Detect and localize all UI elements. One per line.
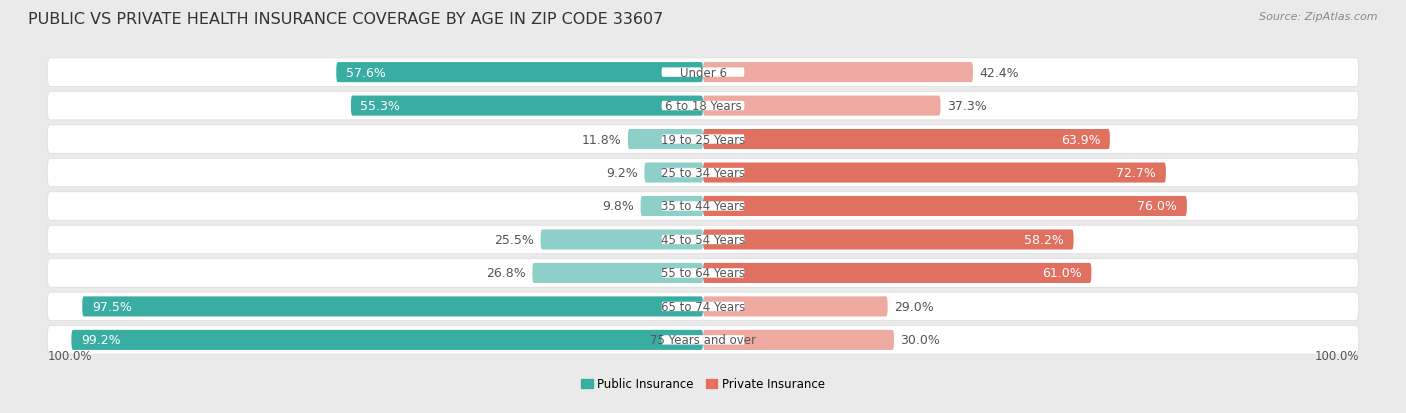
FancyBboxPatch shape — [48, 259, 1358, 287]
FancyBboxPatch shape — [662, 202, 744, 211]
Text: 100.0%: 100.0% — [1315, 349, 1358, 362]
Text: 45 to 54 Years: 45 to 54 Years — [661, 233, 745, 247]
FancyBboxPatch shape — [48, 326, 1358, 354]
FancyBboxPatch shape — [48, 126, 1358, 154]
FancyBboxPatch shape — [336, 63, 703, 83]
FancyBboxPatch shape — [628, 130, 703, 150]
FancyBboxPatch shape — [48, 292, 1358, 321]
FancyBboxPatch shape — [703, 96, 941, 116]
FancyBboxPatch shape — [662, 68, 744, 78]
FancyBboxPatch shape — [48, 92, 1358, 121]
FancyBboxPatch shape — [662, 135, 744, 145]
FancyBboxPatch shape — [662, 235, 744, 244]
FancyBboxPatch shape — [662, 302, 744, 311]
FancyBboxPatch shape — [48, 59, 1358, 87]
FancyBboxPatch shape — [72, 330, 703, 350]
Text: Under 6: Under 6 — [679, 66, 727, 79]
FancyBboxPatch shape — [48, 159, 1358, 188]
FancyBboxPatch shape — [662, 335, 744, 345]
Text: 55 to 64 Years: 55 to 64 Years — [661, 267, 745, 280]
Text: 72.7%: 72.7% — [1116, 166, 1156, 180]
FancyBboxPatch shape — [703, 130, 1109, 150]
Text: 63.9%: 63.9% — [1060, 133, 1101, 146]
Text: 97.5%: 97.5% — [91, 300, 132, 313]
FancyBboxPatch shape — [48, 192, 1358, 221]
FancyBboxPatch shape — [641, 197, 703, 216]
FancyBboxPatch shape — [703, 197, 1187, 216]
FancyBboxPatch shape — [703, 297, 887, 317]
FancyBboxPatch shape — [48, 225, 1358, 254]
Text: 76.0%: 76.0% — [1137, 200, 1177, 213]
Text: 58.2%: 58.2% — [1024, 233, 1064, 247]
Text: 6 to 18 Years: 6 to 18 Years — [665, 100, 741, 113]
Text: 30.0%: 30.0% — [900, 334, 941, 347]
FancyBboxPatch shape — [703, 63, 973, 83]
Text: 29.0%: 29.0% — [894, 300, 934, 313]
Text: Source: ZipAtlas.com: Source: ZipAtlas.com — [1260, 12, 1378, 22]
Text: 35 to 44 Years: 35 to 44 Years — [661, 200, 745, 213]
FancyBboxPatch shape — [703, 230, 1074, 250]
Text: 19 to 25 Years: 19 to 25 Years — [661, 133, 745, 146]
FancyBboxPatch shape — [703, 263, 1091, 283]
Text: 9.2%: 9.2% — [606, 166, 638, 180]
FancyBboxPatch shape — [662, 268, 744, 278]
Text: 75 Years and over: 75 Years and over — [650, 334, 756, 347]
FancyBboxPatch shape — [541, 230, 703, 250]
FancyBboxPatch shape — [662, 102, 744, 111]
Text: 57.6%: 57.6% — [346, 66, 385, 79]
Text: 100.0%: 100.0% — [48, 349, 91, 362]
Text: 37.3%: 37.3% — [946, 100, 987, 113]
Text: 42.4%: 42.4% — [980, 66, 1019, 79]
FancyBboxPatch shape — [82, 297, 703, 317]
FancyBboxPatch shape — [703, 330, 894, 350]
Text: 9.8%: 9.8% — [602, 200, 634, 213]
Legend: Public Insurance, Private Insurance: Public Insurance, Private Insurance — [576, 373, 830, 395]
FancyBboxPatch shape — [662, 169, 744, 178]
Text: 25.5%: 25.5% — [495, 233, 534, 247]
Text: 55.3%: 55.3% — [360, 100, 401, 113]
Text: 65 to 74 Years: 65 to 74 Years — [661, 300, 745, 313]
Text: 99.2%: 99.2% — [82, 334, 121, 347]
FancyBboxPatch shape — [703, 163, 1166, 183]
FancyBboxPatch shape — [533, 263, 703, 283]
Text: 25 to 34 Years: 25 to 34 Years — [661, 166, 745, 180]
FancyBboxPatch shape — [644, 163, 703, 183]
FancyBboxPatch shape — [352, 96, 703, 116]
Text: PUBLIC VS PRIVATE HEALTH INSURANCE COVERAGE BY AGE IN ZIP CODE 33607: PUBLIC VS PRIVATE HEALTH INSURANCE COVER… — [28, 12, 664, 27]
Text: 11.8%: 11.8% — [582, 133, 621, 146]
Text: 61.0%: 61.0% — [1042, 267, 1081, 280]
Text: 26.8%: 26.8% — [486, 267, 526, 280]
